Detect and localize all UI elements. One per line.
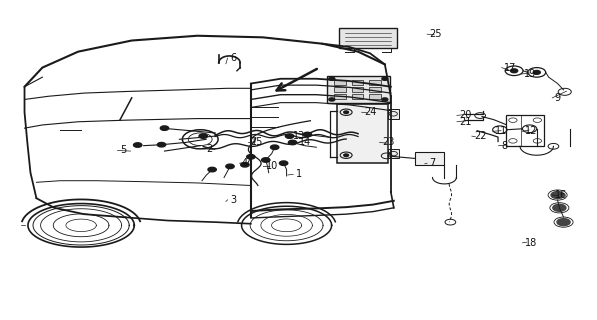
Circle shape [199,134,207,138]
Text: 6: 6 [230,53,236,63]
Text: 11: 11 [495,126,507,136]
FancyBboxPatch shape [337,104,388,163]
Text: 23: 23 [382,138,394,148]
FancyBboxPatch shape [334,87,346,92]
Text: 16: 16 [555,190,567,200]
Circle shape [329,98,335,101]
Circle shape [382,77,388,80]
Circle shape [285,134,294,138]
FancyBboxPatch shape [334,94,346,99]
FancyBboxPatch shape [352,94,364,99]
Text: 22: 22 [474,131,487,141]
Text: 20: 20 [459,110,472,120]
Text: 1: 1 [296,169,301,179]
Circle shape [208,167,216,172]
Text: 2: 2 [206,144,213,154]
Text: 17: 17 [504,63,516,73]
Circle shape [241,163,249,167]
Text: 8: 8 [501,141,507,151]
FancyBboxPatch shape [327,76,390,103]
Text: 5: 5 [120,146,126,156]
Circle shape [329,77,335,80]
Text: 7: 7 [429,158,436,168]
Circle shape [344,111,349,114]
FancyBboxPatch shape [369,87,381,92]
Text: 10: 10 [266,161,278,172]
Text: 3: 3 [230,195,236,205]
Text: 24: 24 [364,107,376,117]
Circle shape [382,98,388,101]
FancyBboxPatch shape [369,94,381,99]
Text: 21: 21 [459,117,472,127]
Text: 15: 15 [251,138,263,148]
FancyBboxPatch shape [388,109,399,119]
Circle shape [551,192,564,198]
Text: 14: 14 [298,138,311,148]
Circle shape [557,219,570,226]
FancyBboxPatch shape [339,28,398,49]
Text: 12: 12 [525,126,537,136]
FancyBboxPatch shape [352,80,364,85]
Circle shape [279,161,288,165]
Circle shape [226,164,234,169]
FancyBboxPatch shape [388,149,399,158]
FancyBboxPatch shape [334,80,346,85]
Text: 9: 9 [555,93,561,103]
Circle shape [303,132,312,137]
Text: 25: 25 [429,29,442,39]
Circle shape [158,142,166,147]
Circle shape [134,143,142,147]
FancyBboxPatch shape [369,80,381,85]
Text: 13: 13 [293,131,305,141]
Text: 18: 18 [525,238,537,248]
Text: 19: 19 [524,69,536,79]
Circle shape [270,145,279,149]
Text: 4: 4 [242,158,248,168]
Circle shape [344,154,349,156]
FancyBboxPatch shape [415,152,444,165]
Circle shape [553,204,566,211]
Circle shape [288,140,297,145]
Circle shape [533,70,540,74]
Circle shape [161,126,169,130]
Circle shape [510,69,518,73]
FancyBboxPatch shape [352,87,364,92]
Circle shape [247,155,255,159]
Circle shape [261,158,270,162]
